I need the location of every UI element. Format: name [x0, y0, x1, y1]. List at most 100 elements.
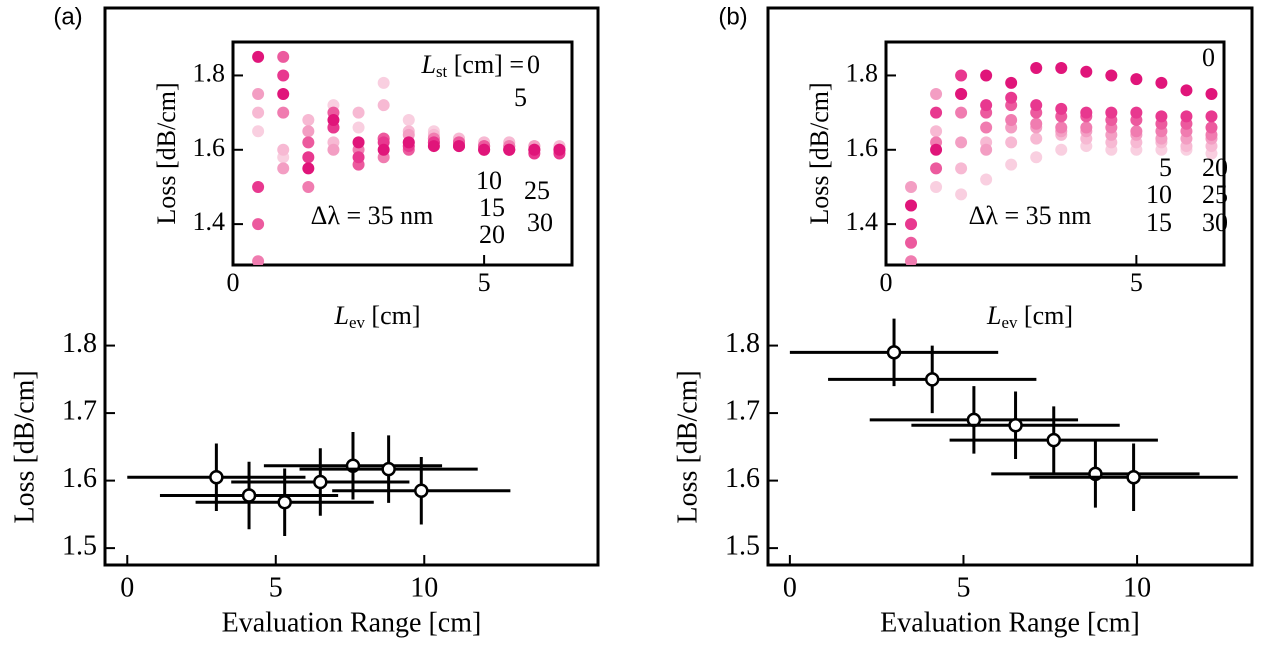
data-point [905, 180, 918, 193]
data-point [252, 255, 265, 265]
legend-label: 5 [1159, 153, 1172, 182]
data-point [252, 218, 265, 231]
label-part: [cm] [365, 301, 421, 330]
legend-label: 30 [527, 208, 553, 237]
data-point [1005, 76, 1018, 89]
axis-label: Lev [cm] [986, 301, 1073, 332]
plot-area [127, 431, 511, 536]
y-tick-label: 1.6 [193, 133, 226, 162]
data-point [352, 106, 365, 119]
data-point [302, 125, 315, 138]
data-point [1030, 151, 1043, 164]
data-point [277, 88, 290, 101]
data-point [1155, 76, 1168, 89]
x-tick-label: 5 [956, 572, 970, 603]
data-point [886, 345, 902, 360]
data-point [1130, 106, 1143, 119]
data-point [352, 151, 365, 164]
data-point [980, 173, 993, 186]
legend-label: 20 [479, 220, 505, 249]
data-point [1008, 417, 1023, 433]
data-point [1205, 110, 1218, 123]
x-tick-label: 10 [410, 572, 438, 603]
data-point [930, 180, 943, 193]
data-point [980, 69, 993, 82]
data-point [302, 180, 315, 193]
data-point [327, 114, 340, 127]
data-point [955, 162, 968, 175]
y-tick-label: 1.4 [193, 207, 226, 236]
plot-frame [884, 40, 1226, 267]
data-point [1005, 91, 1018, 104]
data-point [503, 143, 516, 156]
data-point [453, 140, 465, 153]
data-point [377, 76, 390, 89]
data-point [1080, 106, 1093, 119]
x-tick-label: 10 [1123, 572, 1151, 603]
data-point [930, 162, 943, 175]
panel-label: (b) [718, 3, 747, 30]
data-point [302, 151, 315, 164]
data-point [1105, 69, 1118, 82]
x-tick-label: 0 [783, 572, 797, 603]
y-axis-label: Loss [dB/cm] [805, 82, 834, 224]
data-point [478, 143, 491, 156]
data-point [277, 69, 290, 82]
data-point [980, 121, 993, 134]
data-point [1030, 117, 1043, 130]
legend-label: 30 [1202, 208, 1228, 237]
data-point [930, 88, 943, 101]
data-point [1055, 143, 1068, 156]
data-point [1005, 114, 1018, 127]
legend-label: 15 [1146, 208, 1172, 237]
data-point [1005, 158, 1018, 171]
x-tick-label: 5 [269, 572, 283, 603]
data-point [1180, 84, 1193, 97]
data-point [209, 469, 224, 485]
axis-label: Lst [cm] = [421, 50, 525, 81]
data-point [930, 125, 943, 138]
data-point [252, 106, 265, 119]
plot-area [905, 62, 1218, 265]
data-point [381, 461, 396, 477]
data-point [414, 483, 429, 498]
data-point [402, 114, 415, 127]
data-point [955, 188, 968, 201]
subscript: ev [1001, 313, 1017, 332]
legend-label: 10 [476, 166, 502, 195]
y-tick-label: 1.5 [725, 531, 760, 562]
data-point [277, 143, 290, 156]
data-point [1126, 469, 1141, 485]
label-part: [cm] = [447, 50, 524, 79]
legend-label: 20 [1202, 153, 1228, 182]
y-tick-label: 1.6 [846, 133, 879, 162]
data-point [1130, 125, 1143, 138]
data-point [905, 199, 918, 212]
label-part: L [986, 301, 1001, 330]
data-point [1155, 110, 1168, 123]
data-point [302, 114, 315, 127]
x-tick-label: 5 [478, 268, 491, 297]
legend-label: 25 [1202, 180, 1228, 209]
plot-area [252, 50, 566, 265]
data-point [955, 88, 968, 101]
data-point [930, 143, 943, 156]
data-point [277, 50, 290, 63]
data-point [1080, 121, 1093, 134]
data-point [377, 143, 390, 156]
data-point [252, 180, 265, 193]
x-tick-label: 5 [1130, 268, 1143, 297]
label-part: [cm] [1017, 301, 1073, 330]
data-point [905, 255, 918, 265]
data-point [1030, 132, 1043, 145]
data-point [302, 162, 315, 175]
data-point [277, 162, 290, 175]
subscript: ev [349, 313, 365, 332]
data-point [252, 125, 265, 138]
subscript: st [436, 62, 448, 81]
data-point [1080, 65, 1093, 78]
data-point [241, 488, 257, 503]
data-point [277, 494, 292, 510]
legend-label: 15 [479, 193, 505, 222]
